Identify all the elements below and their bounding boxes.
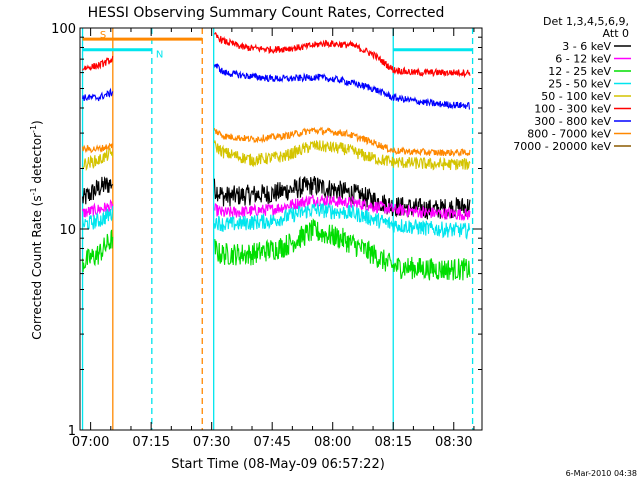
x-axis: 07:00 07:15 07:30 07:45 08:00 08:15 08:30 bbox=[72, 28, 475, 450]
x-tick-label: 07:30 bbox=[193, 435, 230, 450]
legend-label: 800 - 7000 keV bbox=[527, 128, 611, 141]
y-axis: 1 10 100 bbox=[51, 22, 482, 439]
x-tick-label: 07:45 bbox=[253, 435, 290, 450]
series-line bbox=[213, 175, 471, 220]
legend-label: 50 - 100 keV bbox=[541, 90, 611, 103]
legend-header-2: Att 0 bbox=[603, 27, 629, 40]
y-tick-label: 10 bbox=[59, 223, 76, 238]
y-tick-label: 100 bbox=[51, 22, 76, 37]
series-line bbox=[214, 218, 471, 281]
legend-label: 25 - 50 keV bbox=[548, 78, 611, 91]
legend-label: 300 - 800 keV bbox=[534, 115, 611, 128]
x-tick-label: 07:15 bbox=[132, 435, 169, 450]
flag-label: N bbox=[156, 50, 163, 61]
x-axis-label: Start Time (08-May-09 06:57:22) bbox=[171, 457, 385, 472]
y-axis-label: Corrected Count Rate (s-1 detector-1) bbox=[29, 120, 44, 339]
x-tick-label: 08:30 bbox=[435, 435, 472, 450]
legend-label: 7000 - 20000 keV bbox=[513, 140, 611, 153]
footer-timestamp: 6-Mar-2010 04:38 bbox=[566, 469, 637, 478]
series-line bbox=[82, 198, 114, 218]
series-line bbox=[82, 55, 114, 71]
series-line bbox=[82, 142, 113, 154]
x-tick-label: 07:00 bbox=[72, 435, 109, 450]
x-tick-label: 08:00 bbox=[314, 435, 351, 450]
series-line bbox=[213, 31, 471, 79]
series-lines bbox=[82, 31, 471, 281]
flag-bars: SN bbox=[82, 30, 473, 61]
series-line bbox=[213, 202, 471, 240]
flag-label: S bbox=[100, 30, 106, 41]
legend-label: 6 - 12 keV bbox=[555, 53, 611, 66]
legend-label: 100 - 300 keV bbox=[534, 103, 611, 116]
series-line bbox=[82, 229, 114, 273]
legend-label: 12 - 25 keV bbox=[548, 65, 611, 78]
series-line bbox=[82, 147, 114, 172]
series-line bbox=[213, 140, 471, 171]
chart-title: HESSI Observing Summary Count Rates, Cor… bbox=[88, 5, 445, 21]
legend-header-1: Det 1,3,4,5,6,9, bbox=[543, 15, 629, 28]
series-line bbox=[213, 126, 471, 158]
y-tick-label: 1 bbox=[68, 424, 76, 439]
series-line bbox=[82, 176, 114, 205]
series-line bbox=[82, 205, 114, 230]
series-line bbox=[82, 87, 114, 102]
legend-label: 3 - 6 keV bbox=[562, 40, 611, 53]
series-line bbox=[213, 63, 471, 110]
x-tick-label: 08:15 bbox=[375, 435, 412, 450]
